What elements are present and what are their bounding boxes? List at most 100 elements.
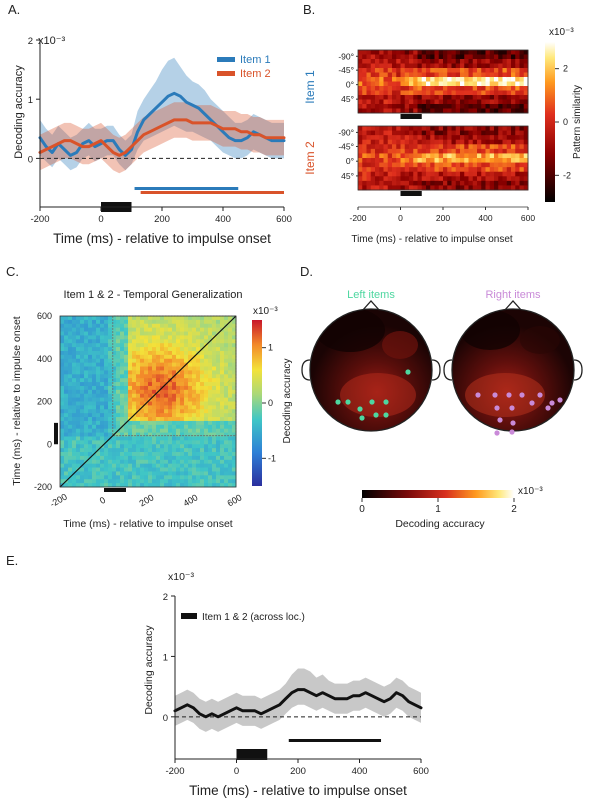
heatmap-cell [208,483,213,488]
heatmap-cell [160,467,165,472]
heatmap-cell [88,393,93,399]
heatmap-cell [370,144,376,150]
x-tick-label: 600 [225,492,243,508]
heatmap-cell [485,54,491,60]
heatmap-cell [489,126,495,131]
heatmap-cell [172,455,177,461]
heatmap-cell [72,436,77,441]
heatmap-cell [60,343,65,348]
heatmap-cell [140,316,145,321]
colorbar-tick-label: 0 [563,117,568,127]
heatmap-cell [224,366,229,371]
heatmap-cell [228,409,233,414]
heatmap-cell [430,130,435,136]
heatmap-cell [104,370,109,375]
heatmap-cell [392,144,397,150]
heatmap-cell [184,323,189,329]
heatmap-cell [387,185,393,191]
heatmap-cell [426,108,431,114]
heatmap-cell [88,358,93,364]
heatmap-cell [396,185,401,191]
heatmap-cell [84,417,89,422]
heatmap-cell [396,77,401,82]
heatmap-cell [136,366,141,371]
heatmap-cell [396,135,401,141]
heatmap-cell [100,339,105,344]
heatmap-cell [212,316,217,321]
heatmap-cell [438,153,444,159]
heatmap-cell [88,432,93,437]
heatmap-cell [96,483,101,488]
heatmap-cell [489,171,495,177]
heatmap-cell [208,393,213,399]
heatmap-cell [216,327,221,332]
heatmap-cell [498,158,503,163]
colorbar-tick-label: 2 [563,64,568,74]
impulse-window-bar-y [54,422,58,445]
heatmap-cell [164,319,169,325]
heatmap-cell [417,81,423,87]
heatmap-cell [511,63,516,69]
heatmap-cell [116,358,121,364]
heatmap-cell [438,148,444,154]
heatmap-cell [112,420,117,426]
impulse-window-bar-x [104,488,126,492]
heatmap-cell [164,413,169,418]
heatmap-cell [92,483,97,488]
heatmap-cell [494,176,499,182]
heatmap-cell [168,358,173,364]
heatmap-cell [108,463,113,468]
heatmap-cell [421,180,427,186]
heatmap-cell [172,350,177,356]
heatmap-cell [100,370,105,375]
heatmap-cell [192,343,197,348]
heatmap-cell [136,459,141,465]
heatmap-cell [224,343,229,348]
heatmap-cell [468,90,474,96]
heatmap-cell [116,382,121,387]
heatmap-cell [511,153,516,159]
heatmap-cell [140,374,145,379]
heatmap-cell [92,350,97,356]
heatmap-cell [387,68,393,73]
heatmap-cell [515,108,520,114]
heatmap-cell [156,420,161,426]
heatmap-cell [220,471,225,476]
heatmap-cell [506,63,512,69]
heatmap-cell [523,162,529,168]
topoplot-right-ear-l [443,359,453,381]
heatmap-cell [144,436,149,441]
heatmap-cell [136,385,141,391]
heatmap-cell [176,316,181,321]
panel-d: D. Left items Right items [300,264,583,530]
heatmap-cell [379,90,384,96]
heatmap-cell [104,358,109,364]
heatmap-cell [192,444,197,449]
heatmap-cell [116,475,121,480]
heatmap-cell [148,327,153,332]
heatmap-cell [413,139,418,145]
heatmap-cell [88,436,93,441]
heatmap-cell [124,362,129,367]
heatmap-cell [80,452,85,457]
heatmap-cell [132,436,137,441]
heatmap-cell [494,77,499,82]
heatmap-cell [443,153,448,159]
heatmap-cell [112,428,117,433]
heatmap-cell [184,452,189,457]
heatmap-cell [168,347,173,352]
heatmap-cell [404,77,410,82]
heatmap-cell [434,72,440,78]
heatmap-cell [216,405,221,410]
heatmap-cell [136,440,141,445]
heatmap-cell [447,185,452,191]
heatmap-cell [124,483,129,488]
heatmap-cell [128,327,133,332]
heatmap-cell [120,452,125,457]
heatmap-cell [443,126,448,131]
heatmap-cell [417,50,423,55]
x-tick-label: -200 [349,213,366,223]
heatmap-cell [76,413,81,418]
legend-label-item1: Item 1 [240,54,271,66]
